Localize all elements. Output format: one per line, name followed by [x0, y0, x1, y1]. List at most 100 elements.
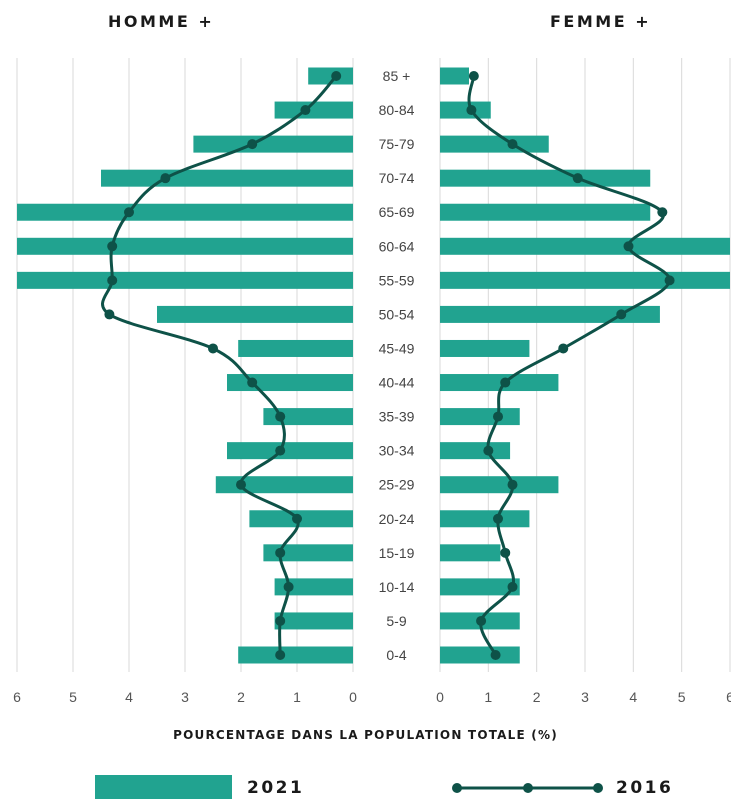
point-2016-femme-35-39	[493, 411, 503, 422]
point-2016-femme-85 +	[468, 71, 479, 81]
population-pyramid-chart: 0-4 5-9 10-14 15-19 20-24 25-29 30-34 35-39 40-4…	[13, 58, 731, 705]
bar-homme-5-9	[274, 612, 353, 630]
point-2016-femme-70-74	[572, 173, 583, 184]
bar-femme-35-39	[440, 408, 520, 426]
point-2016-femme-20-24	[493, 513, 503, 524]
age-label-55-59: 55-59	[379, 272, 415, 288]
point-2016-femme-60-64	[623, 241, 634, 252]
x-axis-title: POURCENTAGE DANS LA POPULATION TOTALE (%…	[173, 728, 558, 742]
point-2016-femme-40-44	[500, 377, 511, 388]
age-label-30-34: 30-34	[379, 443, 415, 459]
legend-2016-label: 2016	[616, 778, 674, 798]
bar-homme-60-64	[17, 237, 353, 255]
tick-femme-5: 5	[678, 689, 686, 705]
femme-panel-title: FEMME +	[550, 12, 652, 31]
tick-femme-2: 2	[533, 689, 541, 705]
bar-femme-15-19	[440, 544, 501, 562]
point-2016-homme-80-84	[300, 105, 311, 116]
tick-femme-6: 6	[726, 689, 731, 705]
tick-femme-1: 1	[484, 689, 492, 705]
point-2016-homme-85 +	[331, 71, 342, 81]
bar-homme-15-19	[263, 544, 353, 562]
bar-homme-70-74	[101, 169, 353, 187]
point-2016-femme-50-54	[616, 309, 627, 320]
tick-homme-1: 1	[293, 689, 301, 705]
bar-femme-85 +	[440, 67, 469, 85]
point-2016-femme-65-69	[657, 207, 668, 218]
point-2016-femme-25-29	[507, 479, 518, 490]
point-2016-homme-60-64	[107, 241, 118, 252]
age-label-15-19: 15-19	[379, 545, 415, 561]
point-2016-femme-15-19	[500, 547, 511, 558]
bar-femme-70-74	[440, 169, 651, 187]
line-2016-femme	[467, 75, 672, 656]
point-2016-femme-45-49	[558, 343, 569, 354]
age-label-75-79: 75-79	[379, 136, 415, 152]
bar-homme-35-39	[263, 408, 353, 426]
legend-2016-line-icon	[452, 783, 603, 793]
bar-femme-55-59	[440, 271, 730, 289]
tick-homme-4: 4	[125, 689, 133, 705]
bar-homme-55-59	[17, 271, 353, 289]
gridlines	[16, 58, 731, 672]
age-label-70-74: 70-74	[379, 170, 415, 186]
point-2016-femme-80-84	[466, 105, 477, 116]
point-2016-homme-55-59	[107, 275, 118, 286]
point-2016-homme-20-24	[292, 513, 302, 524]
age-label-0-4: 0-4	[386, 647, 406, 663]
point-2016-homme-5-9	[275, 615, 286, 626]
tick-homme-2: 2	[237, 689, 245, 705]
bar-homme-85 +	[308, 67, 353, 85]
tick-homme-6: 6	[13, 689, 21, 705]
tick-femme-3: 3	[581, 689, 589, 705]
point-2016-homme-70-74	[160, 173, 171, 184]
point-2016-femme-5-9	[476, 615, 487, 626]
age-label-10-14: 10-14	[379, 579, 415, 595]
age-label-45-49: 45-49	[379, 340, 415, 356]
age-group-labels: 0-4 5-9 10-14 15-19 20-24 25-29 30-34 35-39 40-4…	[379, 68, 415, 663]
legend-2021-swatch	[95, 775, 232, 799]
point-2016-homme-35-39	[275, 411, 286, 422]
point-2016-homme-30-34	[275, 445, 286, 456]
age-label-25-29: 25-29	[379, 477, 415, 493]
point-2016-femme-30-34	[483, 445, 494, 456]
tick-femme-0: 0	[436, 689, 444, 705]
age-label-65-69: 65-69	[379, 204, 415, 220]
point-2016-femme-75-79	[507, 139, 518, 150]
tick-femme-4: 4	[629, 689, 637, 705]
bar-femme-80-84	[440, 101, 491, 119]
point-2016-homme-40-44	[247, 377, 258, 388]
bar-femme-75-79	[440, 135, 549, 153]
point-2016-homme-25-29	[236, 479, 246, 490]
point-2016-homme-65-69	[124, 207, 134, 218]
point-2016-femme-10-14	[507, 581, 518, 592]
legend-2021-label: 2021	[247, 778, 305, 798]
point-2016-homme-50-54	[104, 309, 115, 320]
age-label-60-64: 60-64	[379, 238, 415, 254]
point-2016-femme-55-59	[664, 275, 675, 286]
point-2016-homme-0-4	[275, 650, 286, 660]
bar-homme-30-34	[227, 442, 353, 460]
point-2016-homme-10-14	[283, 581, 294, 592]
bar-homme-10-14	[274, 578, 353, 596]
bar-femme-25-29	[440, 476, 559, 494]
bar-femme-50-54	[440, 305, 660, 323]
bar-homme-80-84	[274, 101, 353, 119]
homme-panel-title: HOMME +	[108, 12, 215, 31]
age-label-85 +: 85 +	[383, 68, 411, 84]
bar-femme-65-69	[440, 203, 651, 221]
age-label-50-54: 50-54	[379, 306, 415, 322]
bars-2021	[17, 67, 730, 664]
bar-femme-10-14	[440, 578, 520, 596]
point-2016-homme-75-79	[247, 139, 258, 150]
bar-homme-0-4	[238, 646, 353, 664]
bar-femme-40-44	[440, 374, 559, 392]
age-label-5-9: 5-9	[386, 613, 406, 629]
age-label-35-39: 35-39	[379, 409, 415, 425]
x-axis-ticks: 6 5 4 3 2 1 0 0 1 2 3 4 5 6	[13, 689, 731, 705]
lines-2016	[101, 71, 675, 660]
tick-homme-0: 0	[349, 689, 357, 705]
point-2016-homme-15-19	[275, 547, 286, 558]
bar-femme-60-64	[440, 237, 730, 255]
bar-femme-0-4	[440, 646, 520, 664]
